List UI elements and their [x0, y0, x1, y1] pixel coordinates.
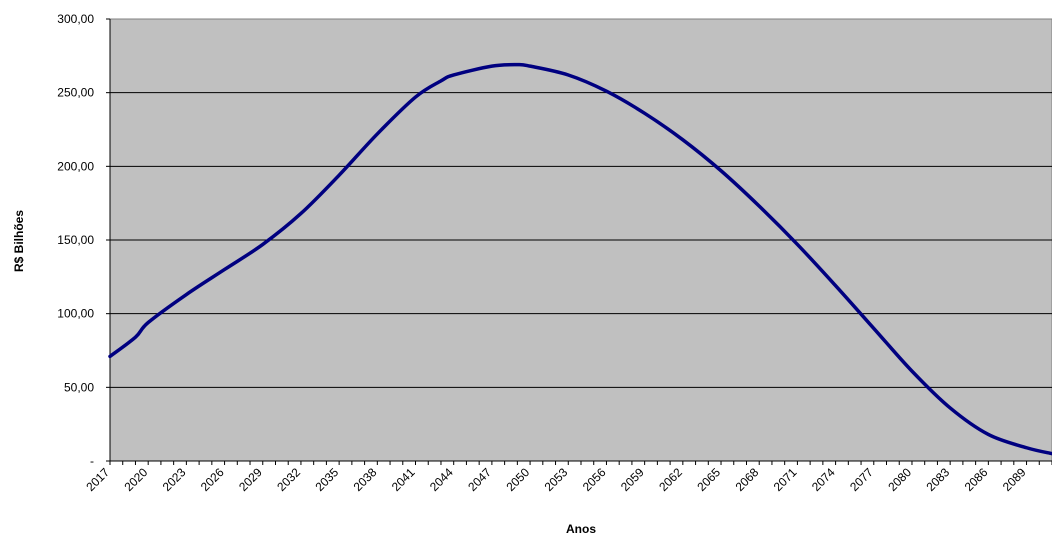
y-tick-label: 250,00 — [57, 86, 94, 100]
series-layer — [108, 62, 1052, 456]
x-tick-labels: 2017 2020 2023 2026 2029 2032 2035 2038 2041 2044… — [83, 465, 1029, 494]
y-tick-label: 50,00 — [64, 380, 94, 394]
series-line — [108, 62, 1052, 456]
y-tick-label: 300,00 — [57, 12, 94, 26]
x-tick-label: 2086 — [962, 465, 991, 494]
x-tick-label: 2038 — [351, 465, 380, 494]
x-tick-label: 2068 — [733, 465, 762, 494]
axes — [106, 18, 1052, 465]
x-tick-label: 2050 — [503, 465, 532, 494]
x-tick-label: 2020 — [122, 465, 151, 494]
x-tick-label: 2059 — [618, 465, 647, 494]
x-tick-label: 2017 — [83, 465, 112, 494]
x-tick-label: 2047 — [465, 465, 494, 494]
y-tick-label: 150,00 — [57, 233, 94, 247]
x-tick-label: 2053 — [542, 465, 571, 494]
x-tick-label: 2041 — [389, 465, 418, 494]
x-tick-label: 2062 — [656, 465, 685, 494]
x-axis-title: Anos — [566, 522, 596, 536]
y-tick-label: - — [90, 454, 94, 468]
x-tick-label: 2083 — [924, 465, 953, 494]
x-tick-label: 2071 — [771, 465, 800, 494]
x-tick-label: 2089 — [1000, 465, 1029, 494]
x-tick-label: 2032 — [274, 465, 303, 494]
x-tick-label: 2080 — [885, 465, 914, 494]
x-tick-label: 2029 — [236, 465, 265, 494]
x-tick-label: 2035 — [312, 465, 341, 494]
x-tick-label: 2023 — [160, 465, 189, 494]
y-tick-label: 200,00 — [57, 159, 94, 173]
y-axis-title: R$ Bilhões — [12, 210, 26, 272]
x-tick-label: 2026 — [198, 465, 227, 494]
y-tick-label: 100,00 — [57, 307, 94, 321]
y-tick-labels: - 50,00 100,00 150,00 200,00 250,00 300,00 — [57, 12, 94, 468]
x-tick-label: 2056 — [580, 465, 609, 494]
x-tick-label: 2065 — [694, 465, 723, 494]
x-tick-label: 2044 — [427, 465, 456, 494]
x-tick-label: 2077 — [847, 465, 876, 494]
x-tick-label: 2074 — [809, 465, 838, 494]
